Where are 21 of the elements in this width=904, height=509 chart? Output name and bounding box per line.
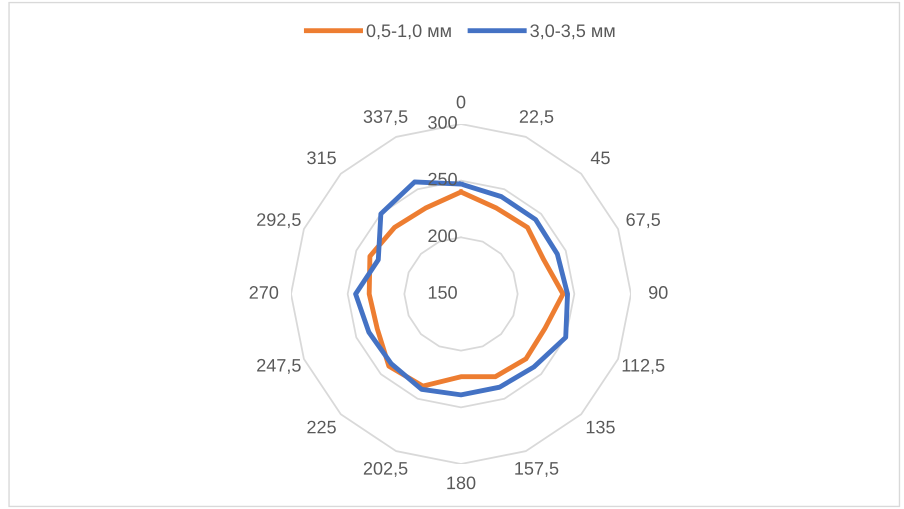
spoke-label: 90 xyxy=(649,286,668,299)
spoke-label: 135 xyxy=(586,420,615,434)
spoke-label: 22,5 xyxy=(520,110,554,126)
spoke-label: 202,5 xyxy=(364,462,408,477)
spoke-label: 247,5 xyxy=(257,358,301,374)
y-tick-label: 300 xyxy=(428,116,457,129)
spoke-label: 270 xyxy=(250,286,278,299)
spoke-label: 337,5 xyxy=(364,110,408,126)
spoke-label: 112,5 xyxy=(622,358,664,374)
y-tick-label: 150 xyxy=(428,286,457,299)
legend-label: 0,5-1,0 мм xyxy=(366,24,451,40)
spoke-label: 67,5 xyxy=(626,213,660,228)
spoke-label: 0 xyxy=(456,96,466,108)
y-tick-label: 200 xyxy=(428,229,457,242)
spoke-label: 225 xyxy=(307,420,336,434)
spoke-label: 315 xyxy=(307,151,336,164)
spoke-label: 292,5 xyxy=(257,213,301,228)
spoke-label: 180 xyxy=(447,476,476,490)
spoke-label: 157,5 xyxy=(515,462,558,477)
legend-label: 3,0-3,5 мм xyxy=(530,24,614,40)
spoke-label: 45 xyxy=(590,152,610,164)
